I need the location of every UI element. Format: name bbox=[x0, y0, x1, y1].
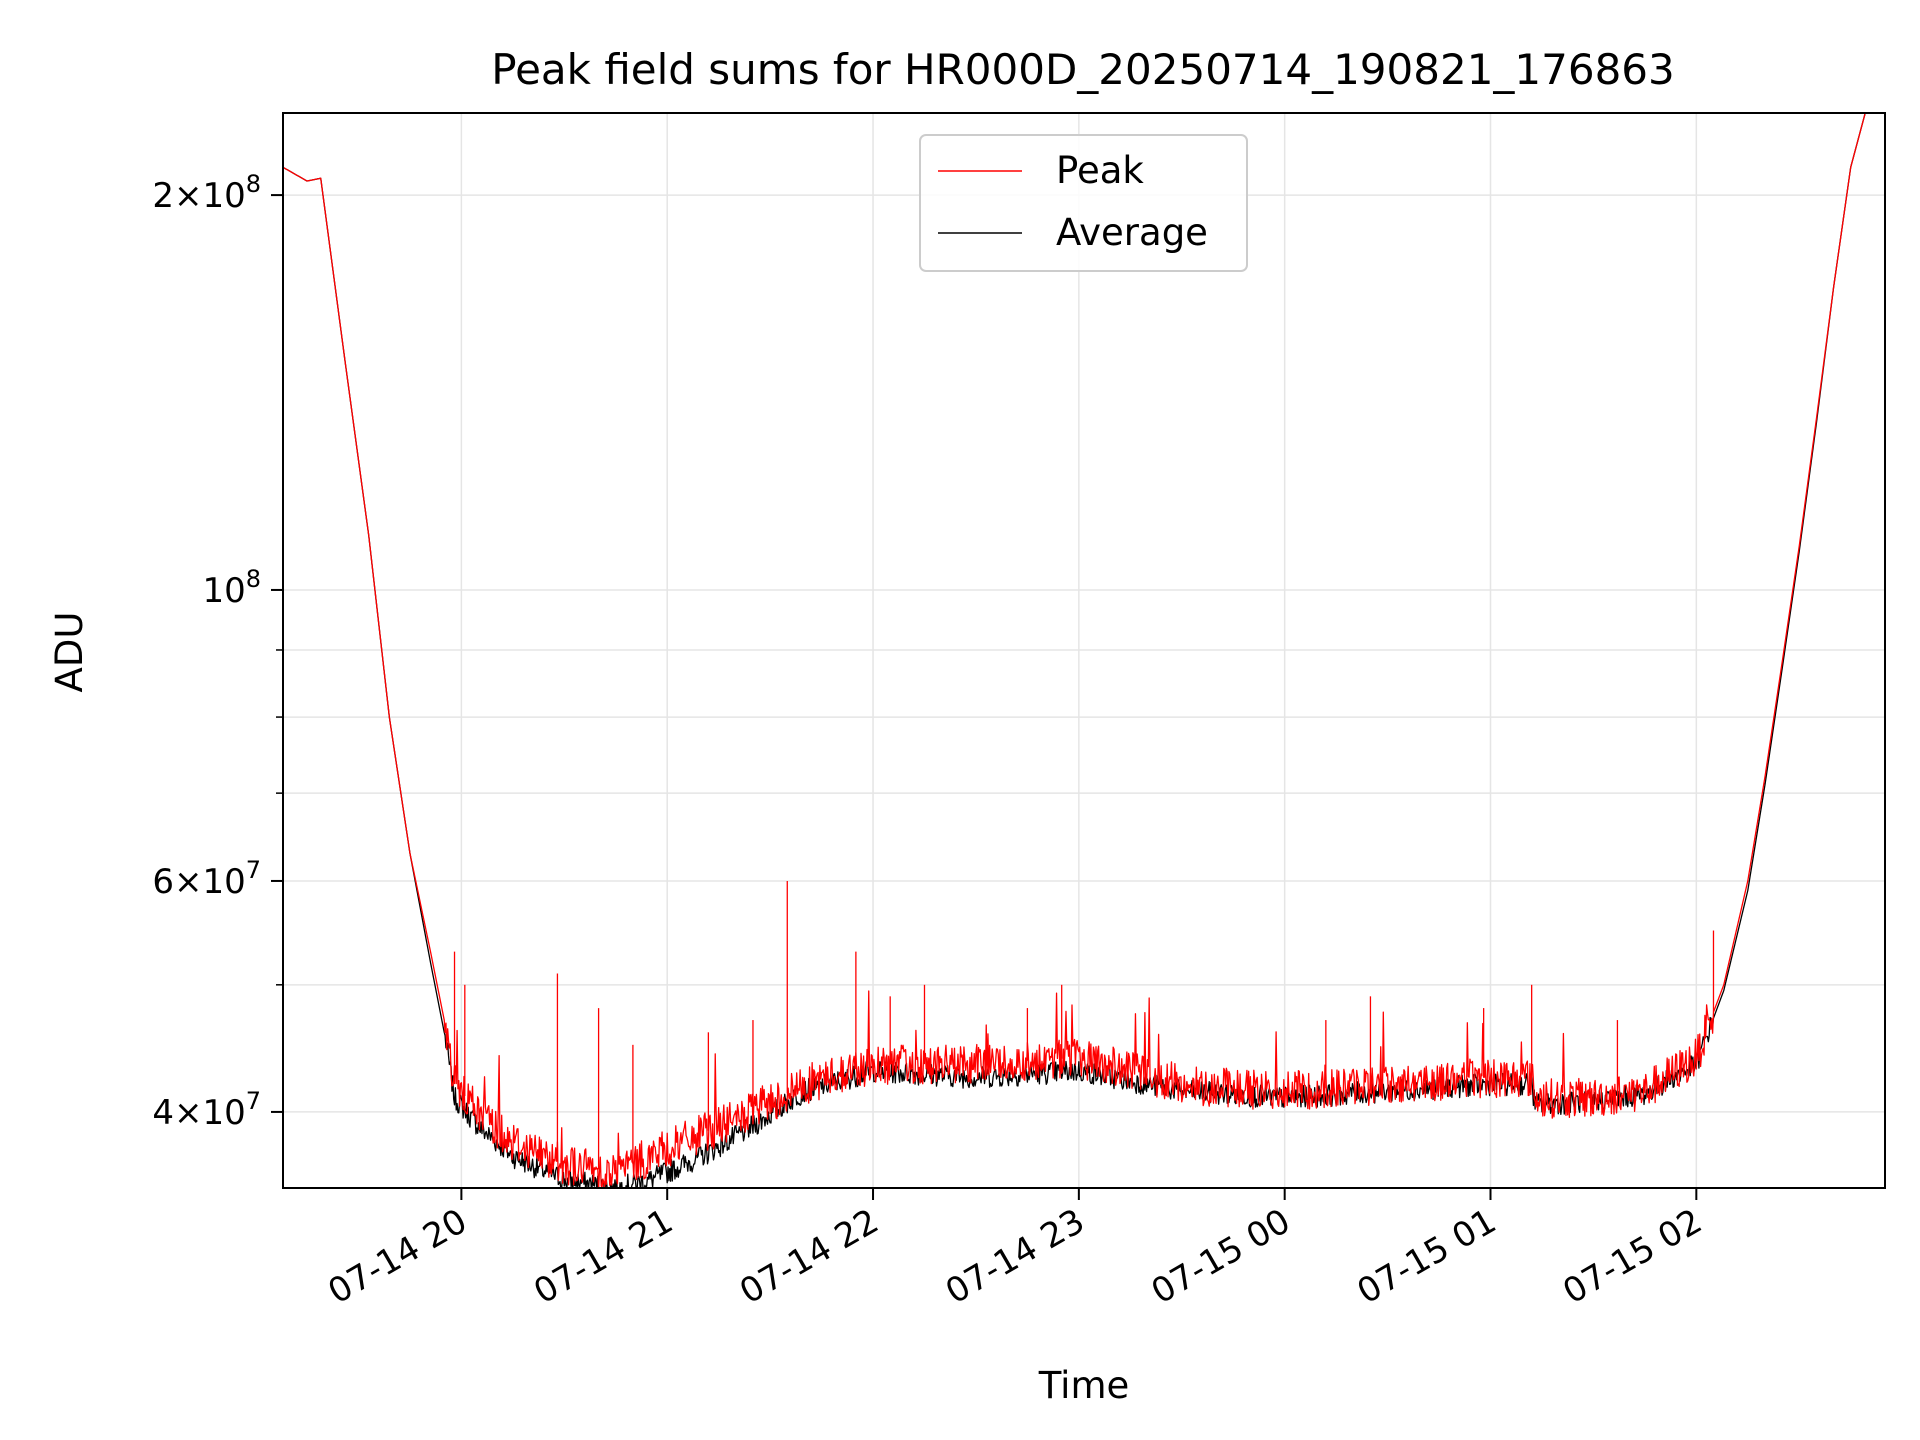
legend-average-label: Average bbox=[1056, 211, 1208, 254]
y-axis: 4×107 6×107 108 2×108 bbox=[152, 170, 283, 1133]
y-tick-label: 108 bbox=[202, 565, 261, 611]
y-axis-label: ADU bbox=[48, 612, 91, 693]
x-axis-label: Time bbox=[1038, 1364, 1130, 1407]
series-layer bbox=[283, 113, 1866, 1188]
chart-title: Peak field sums for HR000D_20250714_1908… bbox=[491, 45, 1675, 94]
legend-box bbox=[919, 134, 1248, 272]
y-tick-label: 6×107 bbox=[152, 856, 261, 902]
y-tick-label: 4×107 bbox=[152, 1087, 261, 1133]
y-tick-label: 2×108 bbox=[152, 170, 261, 216]
legend: Peak Average bbox=[919, 134, 1248, 272]
series-peak-line bbox=[283, 113, 1866, 1188]
legend-peak-label: Peak bbox=[1056, 149, 1144, 192]
